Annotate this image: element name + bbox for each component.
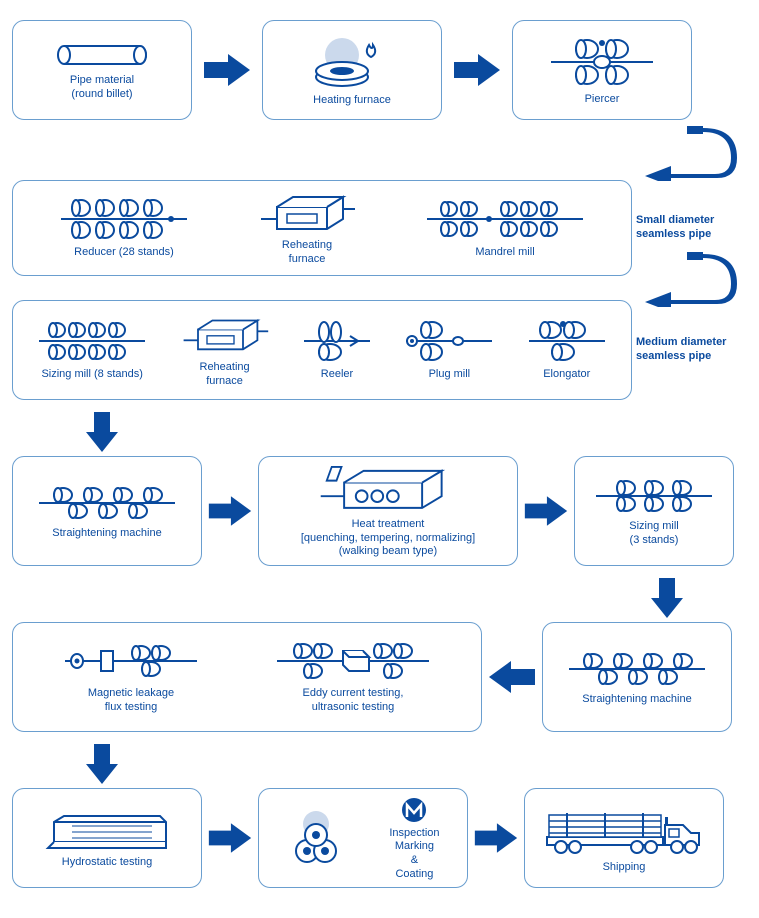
sub-pipes <box>286 809 346 869</box>
row-5: Magnetic leakageflux testing Eddy curren… <box>12 622 747 732</box>
arrow-r1-2 <box>442 20 512 120</box>
piercer-icon <box>547 35 657 89</box>
sub-reducer: Reducer (28 stands) <box>59 196 189 260</box>
side-label-small-text: Small diameterseamless pipe <box>636 214 714 242</box>
plug-mill-icon <box>404 318 494 364</box>
sub-reheat-2: Reheatingfurnace <box>180 311 270 389</box>
arrow-r5-left <box>482 622 542 732</box>
elongator-icon <box>527 318 607 364</box>
box-medium-dia-group: Sizing mill (8 stands) Reheatingfurnace <box>12 300 632 400</box>
box-pipe-material: Pipe material(round billet) <box>12 20 192 120</box>
label-reeler: Reeler <box>321 368 353 382</box>
eddy-ultrasonic-icon <box>273 639 433 683</box>
hydrostatic-icon <box>42 808 172 852</box>
down-arrow-3-4 <box>12 410 747 454</box>
box-straightening-2: Straightening machine <box>542 622 732 732</box>
mlft-icon <box>61 639 201 683</box>
label-eddy: Eddy current testing,ultrasonic testing <box>303 687 404 715</box>
box-testing-group: Magnetic leakageflux testing Eddy curren… <box>12 622 482 732</box>
sub-sizing8: Sizing mill (8 stands) <box>37 318 147 382</box>
label-plugmill: Plug mill <box>429 368 471 382</box>
label-reducer: Reducer (28 stands) <box>74 246 174 260</box>
arrow-r4-1 <box>202 456 258 566</box>
arrow-r4-2 <box>518 456 574 566</box>
box-sizing-mill-3: Sizing mill(3 stands) <box>574 456 734 566</box>
label-mandrel-mill: Mandrel mill <box>475 246 534 260</box>
sub-plugmill: Plug mill <box>404 318 494 382</box>
reducer-icon <box>59 196 189 242</box>
down-arrow-5-6 <box>12 742 747 786</box>
box-shipping: Shipping <box>524 788 724 888</box>
box-small-dia-group: Reducer (28 stands) Reheatingfurnace <box>12 180 632 276</box>
label-elongator: Elongator <box>543 368 590 382</box>
reheating-furnace-icon-2 <box>180 311 270 357</box>
box-piercer: Piercer <box>512 20 692 120</box>
down-arrow-4-5 <box>12 576 747 620</box>
label-heat-treatment: Heat treatment[quenching, tempering, nor… <box>301 518 475 559</box>
box-heat-treatment: Heat treatment[quenching, tempering, nor… <box>258 456 518 566</box>
label-shipping: Shipping <box>603 861 646 875</box>
box-inspection: InspectionMarking&Coating <box>258 788 468 888</box>
label-pipe-material: Pipe material(round billet) <box>70 74 134 102</box>
label-straightening-2: Straightening machine <box>582 693 691 707</box>
straightening-icon <box>37 483 177 523</box>
reheating-furnace-icon <box>257 189 357 235</box>
pipe-billet-icon <box>52 40 152 70</box>
reeler-icon <box>302 318 372 364</box>
arrow-r6-2 <box>468 788 524 888</box>
sub-reheat-1: Reheatingfurnace <box>257 189 357 267</box>
label-sizing-mill-3: Sizing mill(3 stands) <box>629 520 679 548</box>
sub-eddy: Eddy current testing,ultrasonic testing <box>273 639 433 715</box>
label-hydro: Hydrostatic testing <box>62 856 152 870</box>
arrow-r1-1 <box>192 20 262 120</box>
sizing-mill-8-icon <box>37 318 147 364</box>
sub-mlft: Magnetic leakageflux testing <box>61 639 201 715</box>
box-hydro: Hydrostatic testing <box>12 788 202 888</box>
row-3: Sizing mill (8 stands) Reheatingfurnace <box>12 300 747 400</box>
straightening-icon-2 <box>567 649 707 689</box>
sub-elongator: Elongator <box>527 318 607 382</box>
box-straightening-1: Straightening machine <box>12 456 202 566</box>
label-reheat-1: Reheatingfurnace <box>282 239 332 267</box>
mandrel-mill-icon <box>425 196 585 242</box>
sizing-mill-3-icon <box>594 476 714 516</box>
arrow-r6-1 <box>202 788 258 888</box>
label-piercer: Piercer <box>585 93 620 107</box>
curve-arrow-2 <box>12 286 747 300</box>
sub-mandrel-mill: Mandrel mill <box>425 196 585 260</box>
label-reheat-2: Reheatingfurnace <box>200 361 250 389</box>
pipe-bundle-icon <box>286 809 346 869</box>
m-logo-icon <box>401 797 427 823</box>
side-label-medium-text: Medium diameterseamless pipe <box>636 336 726 364</box>
sub-inspection-text: InspectionMarking&Coating <box>389 797 439 882</box>
box-heating-furnace: Heating furnace <box>262 20 442 120</box>
curve-arrow-1 <box>12 130 747 180</box>
side-label-medium: Medium diameterseamless pipe <box>632 300 742 400</box>
truck-icon <box>539 803 709 857</box>
row-6: Hydrostatic testing InspectionMarking&Co… <box>12 788 747 888</box>
heating-furnace-icon <box>307 35 397 90</box>
label-sizing8: Sizing mill (8 stands) <box>41 368 142 382</box>
label-straightening-1: Straightening machine <box>52 527 161 541</box>
row-4: Straightening machine Heat treatment[que… <box>12 456 747 566</box>
label-heating-furnace: Heating furnace <box>313 94 391 108</box>
heat-treatment-icon <box>313 465 463 514</box>
label-mlft: Magnetic leakageflux testing <box>88 687 174 715</box>
sub-reeler: Reeler <box>302 318 372 382</box>
label-inspection: InspectionMarking&Coating <box>389 827 439 882</box>
row-1: Pipe material(round billet) Heating furn… <box>12 20 747 120</box>
